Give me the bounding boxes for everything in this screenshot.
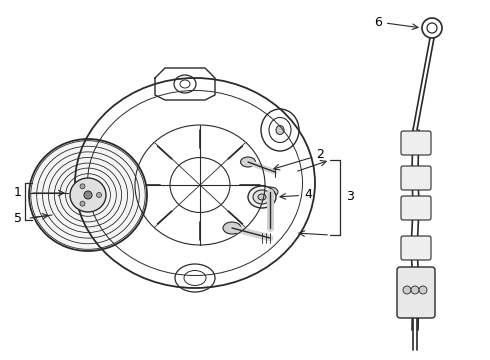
Circle shape (80, 184, 85, 189)
FancyBboxPatch shape (401, 131, 431, 155)
Text: 4: 4 (280, 189, 312, 202)
Ellipse shape (276, 126, 284, 135)
Ellipse shape (258, 194, 266, 200)
Text: 3: 3 (346, 190, 354, 203)
Circle shape (97, 193, 101, 198)
Text: 1: 1 (14, 186, 22, 199)
FancyBboxPatch shape (401, 236, 431, 260)
Ellipse shape (248, 186, 276, 208)
Text: 6: 6 (374, 15, 418, 30)
Text: 5: 5 (14, 211, 22, 225)
Circle shape (411, 286, 419, 294)
Text: 2: 2 (274, 148, 324, 170)
FancyBboxPatch shape (397, 267, 435, 318)
Circle shape (80, 201, 85, 206)
FancyBboxPatch shape (401, 166, 431, 190)
Ellipse shape (70, 178, 106, 212)
FancyBboxPatch shape (401, 196, 431, 220)
Ellipse shape (241, 157, 255, 167)
Circle shape (403, 286, 411, 294)
Ellipse shape (262, 187, 278, 197)
Ellipse shape (29, 139, 147, 251)
Ellipse shape (253, 190, 271, 204)
Ellipse shape (223, 222, 241, 234)
Circle shape (84, 191, 92, 199)
Circle shape (419, 286, 427, 294)
